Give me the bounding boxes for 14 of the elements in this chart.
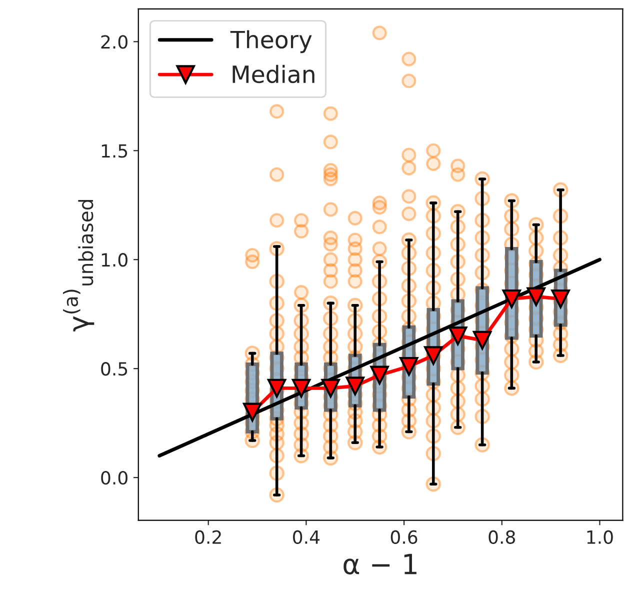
y-tick-label: 2.0 — [101, 35, 128, 49]
y-tick-label: 0.0 — [101, 471, 128, 485]
legend-label: Median — [232, 64, 314, 84]
y-axis-title: γ$^{(a)}$$_{unbiased}$ — [63, 200, 94, 332]
x-tick-label: 1.0 — [587, 530, 613, 544]
y-tick-label: 0.5 — [101, 362, 128, 376]
y-tick-label: 1.5 — [102, 144, 128, 158]
x-tick-label: 0.4 — [293, 530, 320, 544]
x-axis-title: α − 1 — [344, 554, 416, 574]
x-tick-label: 0.6 — [390, 530, 418, 544]
x-tick-label: 0.2 — [195, 530, 221, 544]
x-tick-label: 0.8 — [488, 530, 515, 544]
legend-label: Theory — [230, 30, 312, 54]
y-tick-label: 1.0 — [102, 253, 128, 267]
